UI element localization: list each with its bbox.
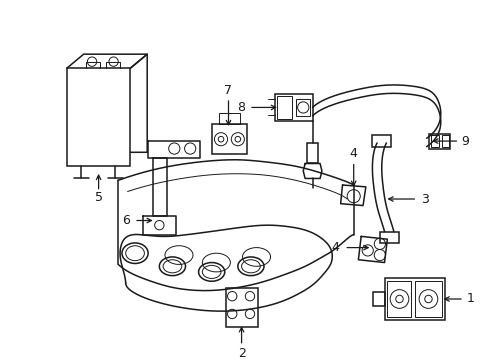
Text: 1: 1 <box>466 292 473 306</box>
Text: 4: 4 <box>330 241 338 254</box>
Bar <box>384 278 445 320</box>
Bar <box>306 143 318 163</box>
Text: 6: 6 <box>122 214 129 227</box>
Bar <box>225 288 258 327</box>
Bar <box>372 292 384 306</box>
Bar <box>219 113 239 124</box>
Bar <box>428 134 449 149</box>
Bar <box>211 124 246 154</box>
Bar <box>372 135 390 147</box>
Text: 5: 5 <box>94 191 102 204</box>
Text: 7: 7 <box>224 84 232 97</box>
Bar <box>379 232 398 243</box>
Bar <box>277 96 291 119</box>
Text: 2: 2 <box>237 347 245 360</box>
Bar <box>441 135 448 147</box>
Bar <box>386 281 410 317</box>
Bar <box>430 135 438 147</box>
Bar <box>414 281 441 317</box>
Text: 9: 9 <box>460 135 468 148</box>
Text: 3: 3 <box>420 193 428 206</box>
Text: 4: 4 <box>349 147 357 160</box>
Bar <box>295 99 309 116</box>
Bar <box>275 94 312 121</box>
Bar <box>67 68 130 166</box>
Text: 8: 8 <box>237 101 245 114</box>
